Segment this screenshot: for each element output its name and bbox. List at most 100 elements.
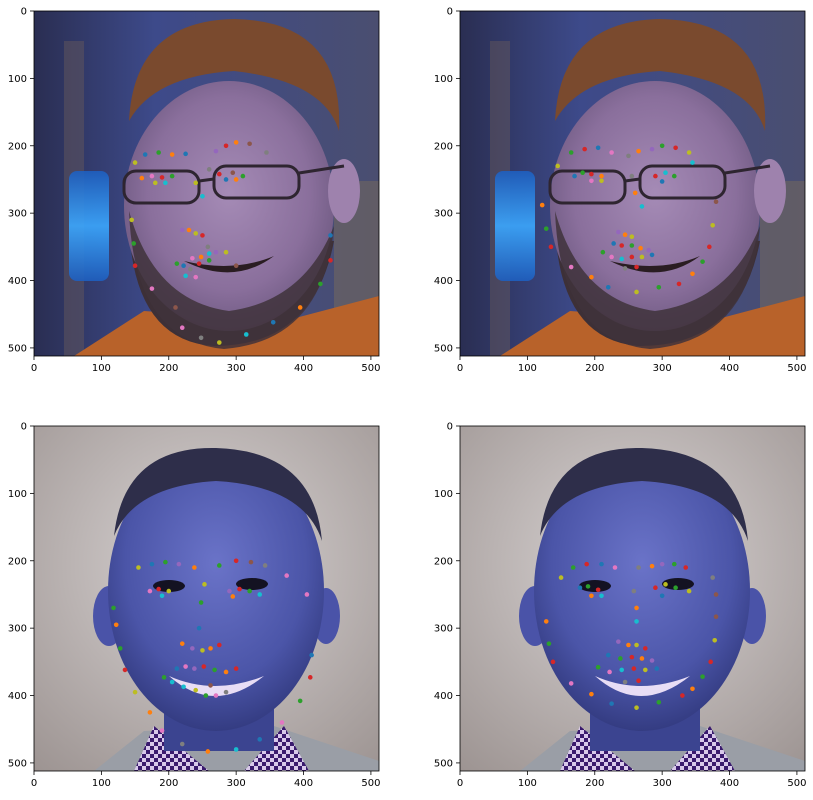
landmark-points: [539, 143, 719, 295]
axes-frame: [33, 10, 380, 357]
landmark-point: [156, 150, 161, 155]
landmark-point: [589, 691, 594, 697]
y-tick-label: 200: [8, 556, 27, 567]
landmark-point: [318, 281, 323, 287]
landmark-point: [149, 286, 155, 291]
landmark-point: [304, 592, 310, 597]
landmark-point: [636, 678, 641, 684]
landmark-point: [169, 173, 175, 179]
landmark-point: [634, 264, 639, 270]
landmark-point: [198, 335, 204, 341]
landmark-point: [129, 217, 135, 223]
x-tick-label: 0: [31, 778, 37, 789]
x-tick-label: 0: [457, 778, 463, 789]
x-tick-label: 500: [361, 778, 380, 789]
landmark-point: [605, 284, 611, 290]
landmark-point: [213, 249, 219, 255]
landmark-point: [683, 565, 689, 570]
landmark-point: [631, 666, 637, 671]
landmark-point: [550, 659, 556, 665]
landmark-point: [609, 150, 614, 155]
x-tick-label: 300: [227, 363, 246, 374]
x-tick-label: 300: [227, 778, 246, 789]
landmark-point: [605, 652, 611, 658]
x-tick-label: 400: [720, 363, 739, 374]
landmark-point: [589, 178, 594, 184]
landmark-point: [233, 558, 239, 564]
landmark-point: [233, 263, 239, 269]
landmark-point: [183, 151, 188, 157]
landmark-point: [663, 582, 668, 587]
landmark-point: [132, 689, 138, 695]
landmark-point: [568, 681, 574, 686]
landmark-point: [181, 684, 186, 690]
landmark-point: [680, 693, 685, 698]
landmark-point: [539, 202, 545, 208]
landmark-point: [122, 667, 128, 673]
landmark-point: [639, 656, 645, 661]
x-tick-label: 400: [294, 778, 313, 789]
y-tick-label: 300: [8, 209, 27, 220]
landmark-point: [247, 588, 252, 594]
landmark-point: [656, 284, 662, 290]
landmark-point: [183, 664, 188, 669]
landmark-point: [589, 593, 594, 599]
landmark-point: [570, 565, 576, 570]
landmark-point: [618, 656, 623, 661]
landmark-point: [636, 565, 641, 570]
landmark-point: [589, 171, 594, 177]
axes-frame: [459, 10, 806, 357]
landmark-point: [205, 749, 211, 754]
landmark-point: [147, 588, 153, 594]
landmark-point: [643, 667, 648, 673]
landmark-point: [163, 559, 168, 565]
x-tick-label: 0: [457, 363, 463, 374]
landmark-point: [659, 143, 665, 149]
y-tick-label: 500: [434, 343, 453, 354]
landmark-point: [595, 664, 601, 670]
landmark-point: [257, 737, 263, 742]
landmark-point: [643, 646, 648, 651]
y-tick-label: 400: [434, 276, 453, 287]
landmark-point: [174, 666, 180, 671]
landmark-point: [152, 180, 158, 186]
landmark-point: [690, 160, 695, 165]
x-tick-label: 100: [92, 363, 111, 374]
landmark-point: [208, 683, 213, 688]
landmark-point: [200, 233, 205, 238]
landmark-point: [200, 194, 205, 199]
landmark-point: [237, 586, 242, 592]
landmark-point: [713, 199, 719, 204]
landmark-point: [202, 582, 207, 587]
y-tick-label: 0: [21, 422, 27, 433]
landmark-point: [147, 710, 153, 715]
landmark-point: [599, 173, 604, 179]
landmark-point: [179, 227, 185, 233]
landmark-point: [649, 658, 655, 663]
landmark-point: [636, 148, 641, 154]
landmark-point: [190, 646, 195, 651]
y-tick-label: 300: [8, 624, 27, 635]
y-tick-label: 100: [8, 489, 27, 500]
landmark-point: [193, 180, 199, 186]
landmark-point: [179, 325, 185, 330]
landmark-point: [686, 150, 692, 155]
landmark-point: [663, 170, 668, 176]
landmark-point: [113, 622, 119, 628]
landmark-point: [240, 173, 246, 179]
landmark-point: [233, 666, 239, 671]
landmark-point: [192, 565, 197, 570]
landmark-point: [279, 720, 285, 725]
y-tick-label: 500: [434, 758, 453, 769]
y-tick-label: 300: [434, 209, 453, 220]
landmark-point: [181, 263, 186, 269]
x-tick-label: 200: [159, 363, 178, 374]
landmark-point: [616, 229, 621, 235]
landmark-point: [227, 588, 232, 594]
landmark-point: [213, 693, 219, 698]
landmark-point: [589, 274, 594, 280]
landmark-point: [169, 679, 175, 685]
landmark-point: [284, 573, 289, 578]
landmark-point: [568, 150, 574, 155]
landmark-point: [190, 255, 195, 261]
